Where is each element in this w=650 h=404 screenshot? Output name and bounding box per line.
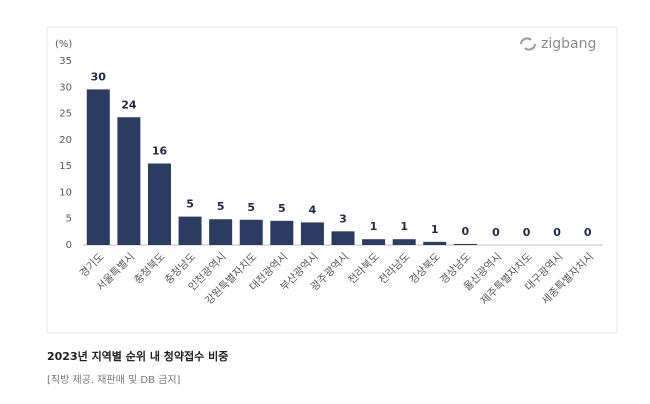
y-unit: (%) [55, 39, 72, 50]
value-label: 16 [152, 145, 168, 158]
y-tick-label: 35 [59, 56, 72, 67]
y-tick-label: 0 [66, 240, 72, 251]
value-label: 1 [431, 223, 439, 236]
bar [86, 89, 110, 245]
y-tick-label: 30 [59, 82, 72, 93]
y-tick-label: 15 [59, 161, 72, 172]
value-label: 24 [121, 98, 137, 111]
bar [117, 117, 141, 245]
bar [423, 241, 447, 245]
value-label: 0 [492, 226, 500, 239]
y-tick-label: 20 [59, 135, 72, 146]
y-tick-label: 5 [66, 214, 72, 225]
source: [직방 제공. 재판매 및 DB 금지] [47, 374, 181, 386]
bar [209, 219, 233, 245]
value-label: 5 [247, 201, 255, 214]
value-label: 0 [553, 226, 561, 239]
value-label: 4 [309, 203, 317, 216]
bar [270, 220, 294, 245]
caption: 2023년 지역별 순위 내 청약접수 비중 [47, 349, 228, 363]
value-label: 0 [462, 225, 470, 238]
chart-frame [46, 26, 618, 334]
value-label: 5 [278, 202, 286, 215]
brand: zigbang [541, 36, 596, 52]
brand-logo: zigbang [520, 36, 596, 52]
bar [331, 231, 355, 245]
bar [239, 219, 263, 245]
value-label: 0 [523, 226, 531, 239]
y-tick-label: 10 [59, 187, 72, 198]
value-label: 1 [400, 220, 408, 233]
value-label: 1 [370, 220, 378, 233]
value-label: 30 [91, 70, 107, 83]
bar [147, 163, 171, 245]
bar [300, 222, 324, 245]
bar [392, 239, 416, 245]
value-label: 5 [186, 198, 194, 211]
y-tick-label: 25 [59, 109, 72, 120]
bar [453, 243, 477, 245]
value-label: 3 [339, 212, 347, 225]
bar [178, 216, 202, 245]
bar [362, 239, 386, 245]
value-label: 5 [217, 200, 225, 213]
value-label: 0 [584, 226, 592, 239]
